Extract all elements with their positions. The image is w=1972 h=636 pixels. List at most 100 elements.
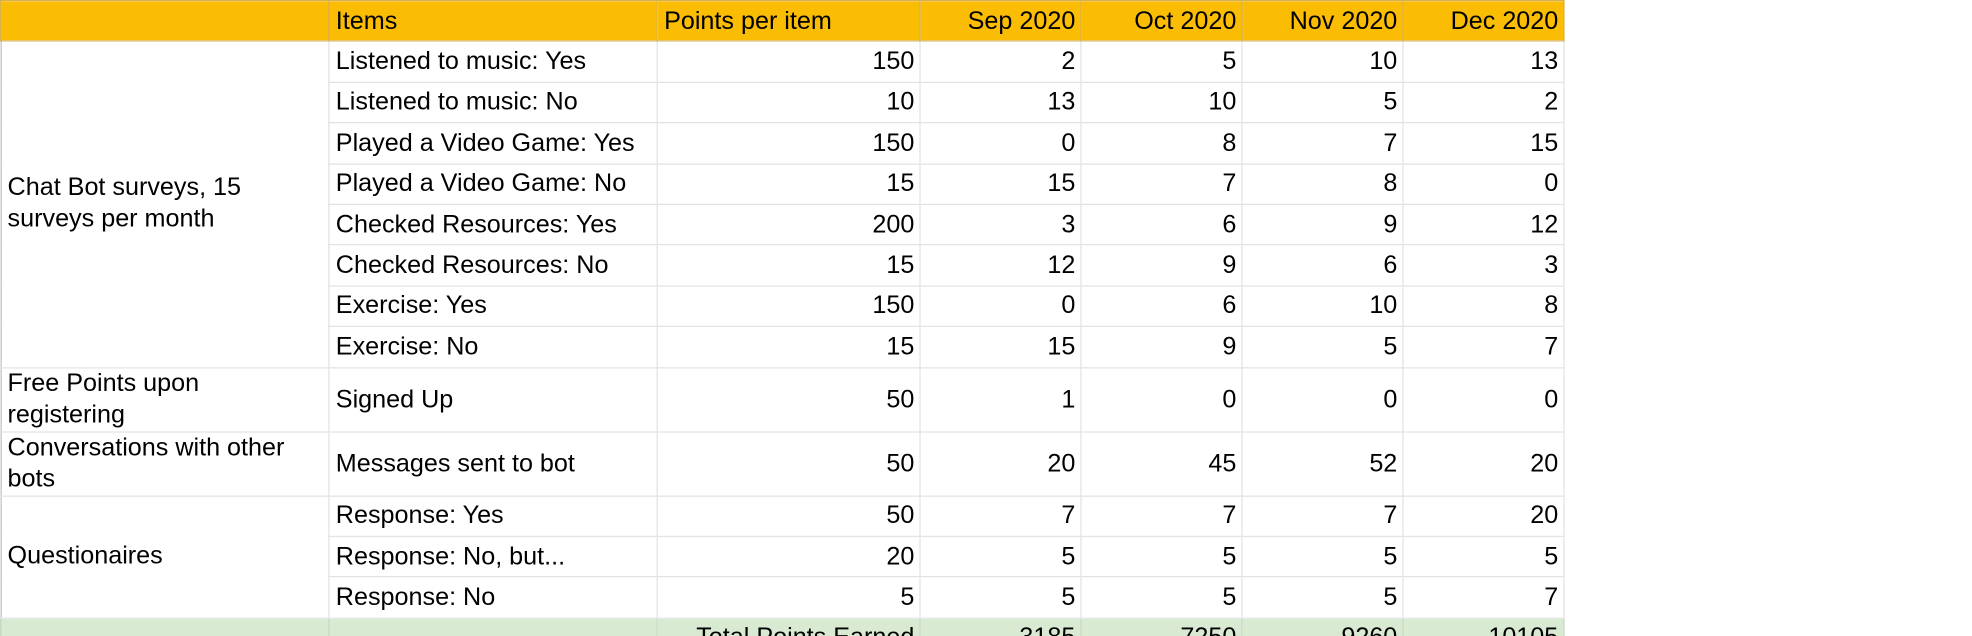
header-cell-month[interactable]: Dec 2020	[1402, 0, 1565, 43]
points-cell[interactable]: 150	[656, 40, 921, 83]
total-value-cell[interactable]: 10105	[1402, 617, 1565, 636]
group-label-cell[interactable]: Conversations with other bots	[0, 430, 330, 497]
month-value-cell[interactable]: 8	[1241, 162, 1404, 205]
total-blank-cell[interactable]	[328, 617, 658, 636]
item-cell[interactable]: Messages sent to bot	[328, 430, 658, 497]
month-value-cell[interactable]: 5	[919, 535, 1082, 578]
total-value-cell[interactable]: 9260	[1241, 617, 1404, 636]
points-cell[interactable]: 20	[656, 535, 921, 578]
month-value-cell[interactable]: 0	[1241, 366, 1404, 433]
month-value-cell[interactable]: 0	[1402, 366, 1565, 433]
points-cell[interactable]: 150	[656, 122, 921, 165]
item-cell[interactable]: Response: Yes	[328, 494, 658, 537]
month-value-cell[interactable]: 0	[1080, 366, 1243, 433]
month-value-cell[interactable]: 5	[1080, 535, 1243, 578]
points-cell[interactable]: 15	[656, 244, 921, 287]
month-value-cell[interactable]: 7	[1080, 494, 1243, 537]
total-label-cell[interactable]: Total Points Earned	[656, 617, 921, 636]
month-value-cell[interactable]: 13	[919, 81, 1082, 124]
month-value-cell[interactable]: 8	[1080, 122, 1243, 165]
month-value-cell[interactable]: 15	[919, 325, 1082, 368]
month-value-cell[interactable]: 9	[1080, 244, 1243, 287]
month-value-cell[interactable]: 0	[919, 285, 1082, 328]
month-value-cell[interactable]: 10	[1080, 81, 1243, 124]
month-value-cell[interactable]: 6	[1241, 244, 1404, 287]
month-value-cell[interactable]: 7	[1241, 494, 1404, 537]
month-value-cell[interactable]: 6	[1080, 285, 1243, 328]
month-value-cell[interactable]: 5	[1241, 81, 1404, 124]
month-value-cell[interactable]: 10	[1241, 40, 1404, 83]
month-value-cell[interactable]: 5	[919, 576, 1082, 619]
item-cell[interactable]: Signed Up	[328, 366, 658, 433]
month-value-cell[interactable]: 10	[1241, 285, 1404, 328]
item-cell[interactable]: Response: No	[328, 576, 658, 619]
total-value-cell[interactable]: 3185	[919, 617, 1082, 636]
item-cell[interactable]: Played a Video Game: Yes	[328, 122, 658, 165]
total-value-cell[interactable]: 7250	[1080, 617, 1243, 636]
points-cell[interactable]: 50	[656, 366, 921, 433]
month-value-cell[interactable]: 7	[1402, 325, 1565, 368]
month-value-cell[interactable]: 52	[1241, 430, 1404, 497]
header-cell-points[interactable]: Points per item	[656, 0, 921, 43]
month-value-cell[interactable]: 9	[1080, 325, 1243, 368]
total-blank-cell[interactable]	[0, 617, 330, 636]
header-cell-month[interactable]: Nov 2020	[1241, 0, 1404, 43]
points-cell[interactable]: 15	[656, 162, 921, 205]
table-row: Listened to music: No 10 13 10 5 2	[1, 81, 1565, 124]
table-row: Played a Video Game: No 15 15 7 8 0	[1, 162, 1565, 205]
item-cell[interactable]: Checked Resources: Yes	[328, 203, 658, 246]
month-value-cell[interactable]: 9	[1241, 203, 1404, 246]
month-value-cell[interactable]: 7	[1402, 576, 1565, 619]
month-value-cell[interactable]: 7	[1241, 122, 1404, 165]
month-value-cell[interactable]: 3	[919, 203, 1082, 246]
group-label-cell[interactable]: Chat Bot surveys, 15 surveys per month	[0, 40, 330, 368]
header-cell-items[interactable]: Items	[328, 0, 658, 43]
month-value-cell[interactable]: 45	[1080, 430, 1243, 497]
month-value-cell[interactable]: 1	[919, 366, 1082, 433]
month-value-cell[interactable]: 2	[919, 40, 1082, 83]
points-cell[interactable]: 15	[656, 325, 921, 368]
item-cell[interactable]: Exercise: Yes	[328, 285, 658, 328]
header-cell-month[interactable]: Oct 2020	[1080, 0, 1243, 43]
month-value-cell[interactable]: 15	[919, 162, 1082, 205]
month-value-cell[interactable]: 12	[919, 244, 1082, 287]
month-value-cell[interactable]: 0	[1402, 162, 1565, 205]
month-value-cell[interactable]: 8	[1402, 285, 1565, 328]
points-cell[interactable]: 50	[656, 494, 921, 537]
points-cell[interactable]: 10	[656, 81, 921, 124]
item-cell[interactable]: Response: No, but...	[328, 535, 658, 578]
month-value-cell[interactable]: 3	[1402, 244, 1565, 287]
month-value-cell[interactable]: 5	[1402, 535, 1565, 578]
month-value-cell[interactable]: 12	[1402, 203, 1565, 246]
item-cell[interactable]: Played a Video Game: No	[328, 162, 658, 205]
item-cell[interactable]: Listened to music: Yes	[328, 40, 658, 83]
group-label-cell[interactable]: Questionaires	[0, 494, 330, 619]
item-cell[interactable]: Checked Resources: No	[328, 244, 658, 287]
points-cell[interactable]: 50	[656, 430, 921, 497]
item-cell[interactable]: Listened to music: No	[328, 81, 658, 124]
month-value-cell[interactable]: 5	[1241, 325, 1404, 368]
month-value-cell[interactable]: 15	[1402, 122, 1565, 165]
month-value-cell[interactable]: 7	[919, 494, 1082, 537]
month-value-cell[interactable]: 20	[1402, 430, 1565, 497]
month-value-cell[interactable]: 7	[1080, 162, 1243, 205]
month-value-cell[interactable]: 2	[1402, 81, 1565, 124]
month-value-cell[interactable]: 20	[919, 430, 1082, 497]
points-cell[interactable]: 200	[656, 203, 921, 246]
month-value-cell[interactable]: 0	[919, 122, 1082, 165]
group-label-cell[interactable]: Free Points upon registering	[0, 366, 330, 433]
month-value-cell[interactable]: 5	[1241, 535, 1404, 578]
sheet-scale-wrapper: Items Points per item Sep 2020 Oct 2020 …	[0, 0, 1565, 636]
month-value-cell[interactable]: 5	[1080, 40, 1243, 83]
header-cell-blank[interactable]	[0, 0, 330, 43]
month-value-cell[interactable]: 13	[1402, 40, 1565, 83]
month-value-cell[interactable]: 6	[1080, 203, 1243, 246]
points-cell[interactable]: 5	[656, 576, 921, 619]
header-cell-month[interactable]: Sep 2020	[919, 0, 1082, 43]
item-cell[interactable]: Exercise: No	[328, 325, 658, 368]
month-value-cell[interactable]: 5	[1241, 576, 1404, 619]
month-value-cell[interactable]: 20	[1402, 494, 1565, 537]
points-cell[interactable]: 150	[656, 285, 921, 328]
month-value-cell[interactable]: 5	[1080, 576, 1243, 619]
